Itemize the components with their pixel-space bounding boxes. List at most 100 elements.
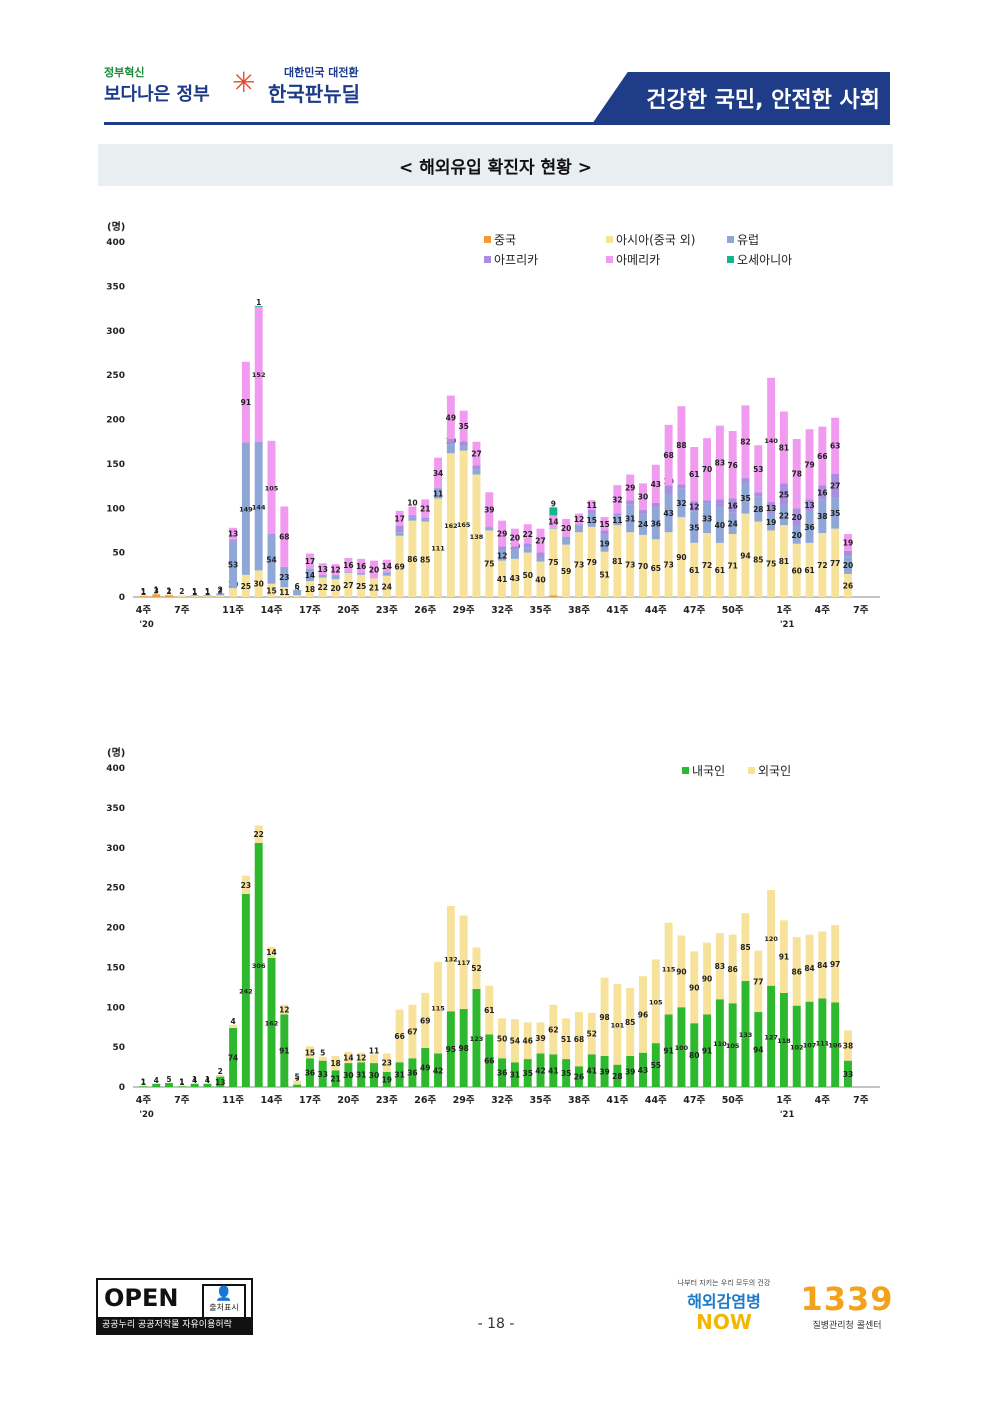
data-label: 12 (356, 1053, 366, 1062)
data-label: 38 (817, 512, 827, 521)
bar-segment-america (767, 377, 776, 503)
data-label: 12 (330, 565, 340, 574)
data-label: 77 (830, 559, 840, 568)
data-label: 98 (458, 1044, 468, 1053)
data-label: 86 (792, 967, 802, 976)
data-label: 21 (420, 505, 430, 514)
data-label: 43 (638, 1066, 648, 1075)
data-label: 39 (484, 506, 494, 515)
bar-segment-america (779, 411, 788, 484)
bar-segment-domestic (831, 1002, 840, 1087)
bar-segment-domestic (805, 1001, 814, 1087)
bar-segment-america (805, 429, 814, 500)
data-label: 13 (766, 504, 776, 513)
bar-segment-europe (318, 574, 327, 578)
bar-segment-asia (510, 558, 519, 597)
page-header: 정부혁신 보다나은 정부 ✳ 대한민국 대전환 한국판뉴딜 건강한 국민, 안전… (0, 0, 992, 135)
data-label: 19 (382, 1075, 392, 1084)
data-label: 61 (689, 470, 699, 479)
data-label: 30 (638, 493, 648, 502)
data-label: 14 (305, 571, 315, 580)
x-tick-label: 23주 (376, 605, 398, 616)
bar-segment-america (229, 527, 238, 540)
bar-segment-africa (587, 510, 596, 514)
data-label: 49 (446, 413, 456, 422)
bar-segment-foreign (626, 988, 635, 1056)
bar-segment-domestic (421, 1047, 430, 1087)
bar-segment-domestic (434, 1053, 443, 1087)
data-label: 12 (497, 551, 507, 560)
bar-segment-europe (651, 507, 660, 540)
data-label: 43 (663, 509, 673, 518)
data-label: 73 (574, 561, 584, 570)
data-label: 61 (715, 566, 725, 575)
bar-segment-china (139, 596, 148, 597)
bar-segment-asia (562, 544, 571, 597)
bar-segment-foreign (446, 905, 455, 1012)
bar-segment-africa (805, 499, 814, 511)
data-label: 14 (548, 518, 558, 527)
bar-segment-foreign (587, 1012, 596, 1055)
x-tick-label: 26주 (414, 605, 436, 616)
bar-segment-domestic (254, 842, 263, 1087)
bar-segment-domestic (844, 1060, 852, 1087)
data-label: 4 (230, 1017, 235, 1026)
bar-segment-europe (831, 497, 840, 529)
bar-segment-america (510, 528, 519, 547)
bar-segment-foreign (434, 961, 443, 1054)
legend-swatch (727, 256, 734, 263)
bar-segment-foreign (651, 959, 660, 1044)
data-label: 61 (804, 566, 814, 575)
bar-segment-europe (792, 526, 801, 544)
data-label: 18 (330, 1059, 340, 1068)
bar-segment-foreign (472, 947, 481, 989)
bar-segment-europe (818, 499, 827, 534)
x-tick-label: 11주 (222, 1095, 244, 1106)
bar-segment-domestic (741, 980, 750, 1087)
bar-segment-america (613, 485, 622, 514)
data-label: 72 (702, 561, 712, 570)
x-tick-label: 7주 (853, 605, 869, 616)
bar-segment-foreign (639, 976, 647, 1053)
bar-segment-america (267, 440, 276, 534)
bar-segment-domestic (677, 1007, 686, 1087)
data-label: 70 (638, 562, 648, 571)
data-label: 39 (625, 1067, 635, 1076)
legend-swatch (727, 236, 734, 243)
x-tick-label: 1주 (776, 1095, 792, 1106)
bar-segment-africa (446, 439, 455, 445)
bar-segment-america (562, 518, 571, 537)
bar-segment-africa (639, 510, 647, 514)
bar-segment-europe (267, 535, 276, 584)
bar-segment-america (344, 557, 353, 573)
data-label: 85 (625, 1018, 635, 1027)
bar-segment-domestic (382, 1071, 391, 1087)
bar-segment-foreign (382, 1053, 391, 1072)
data-label: 20 (561, 524, 571, 533)
data-label: 15 (599, 520, 609, 529)
bar-segment-foreign (844, 1030, 852, 1061)
bar-segment-foreign (254, 825, 263, 843)
data-label: 11 (369, 1046, 379, 1055)
data-label: 82 (740, 438, 750, 447)
legend-label: 아메리카 (616, 253, 660, 267)
data-label: 29 (497, 530, 507, 539)
data-label: 22 (253, 830, 263, 839)
data-label: 105 (265, 484, 279, 492)
bar-segment-domestic (664, 1014, 673, 1087)
data-label: 67 (407, 1028, 417, 1037)
data-label: 63 (830, 442, 840, 451)
bar-segment-foreign (767, 890, 776, 986)
bar-segment-foreign (574, 1012, 583, 1067)
bar-segment-foreign (395, 1009, 404, 1063)
data-label: 39 (535, 1034, 545, 1043)
bar-segment-africa (767, 502, 776, 514)
data-label: 69 (420, 1016, 430, 1025)
y-tick-label: 150 (106, 460, 125, 470)
bar-segment-foreign (677, 935, 686, 1008)
bar-segment-domestic (600, 1055, 609, 1087)
data-label: 1 (179, 1078, 184, 1087)
bar-segment-europe (293, 589, 302, 596)
data-label: 133 (739, 1031, 753, 1039)
